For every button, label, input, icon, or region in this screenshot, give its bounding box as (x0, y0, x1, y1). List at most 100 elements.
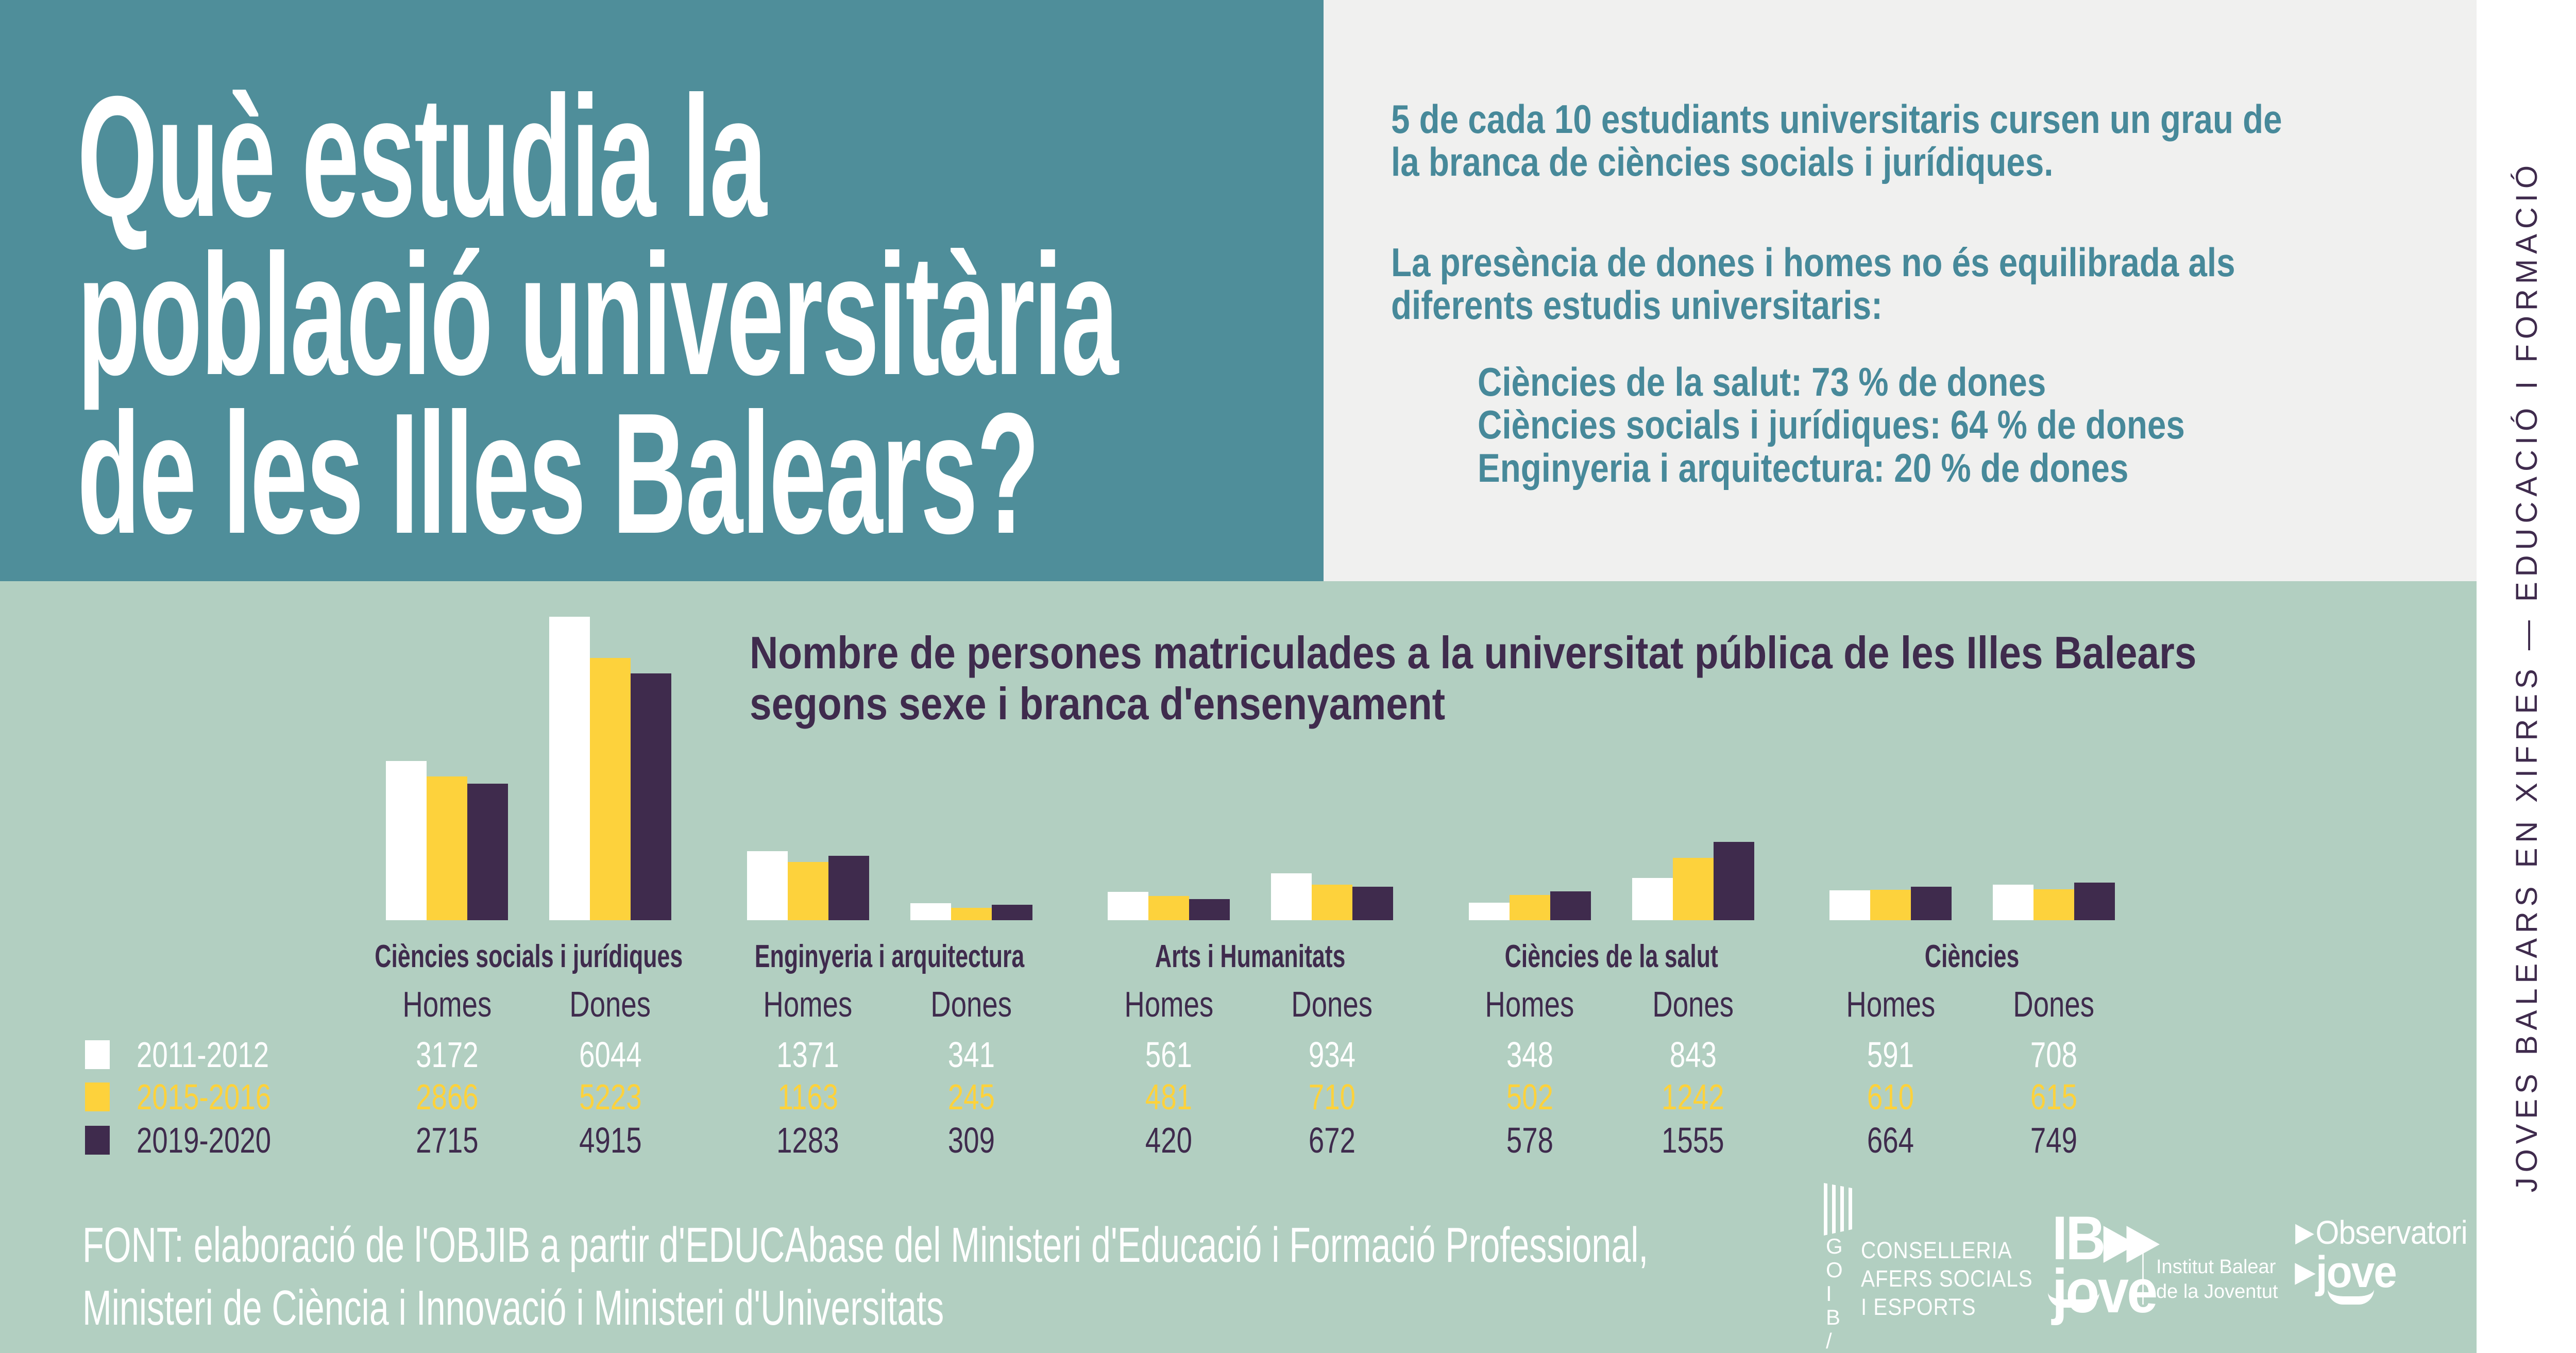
chart-title-line2: segons sexe i branca d'ensenyament (750, 678, 1446, 729)
ibjove-desc-line1: Institut Balear (2156, 1256, 2276, 1278)
value-cell: 1283 (747, 1120, 869, 1161)
goib-wordmark: G O I B / (1826, 1236, 1843, 1352)
value-cell: 309 (910, 1120, 1032, 1161)
value-group: 2866 5223 (386, 1076, 671, 1118)
goib-dept-line3: I ESPORTS (1861, 1293, 1976, 1320)
bar-group-4 (1468, 842, 1754, 920)
table-header-row: Homes Dones Homes Dones Homes Dones Homes Dones… (386, 984, 2115, 1025)
value-group: 1283 309 (747, 1120, 1032, 1161)
header-label-homes: Homes (1124, 984, 1213, 1024)
value-cell: 610 (1829, 1076, 1952, 1118)
category-label-cell: Ciències (1829, 936, 2115, 977)
value-group: 502 1242 (1469, 1076, 1754, 1118)
goib-flag-icon (1824, 1183, 1853, 1236)
stat-ciencies-socials: Ciències socials i jurídiques: 64 % de d… (1478, 402, 2185, 448)
value-2019-2020-dones: 749 (2030, 1120, 2078, 1160)
page-title-line1: Què estudia la (77, 60, 767, 252)
category-label: Ciències (1925, 938, 2020, 974)
header-cell: Dones (549, 984, 671, 1025)
side-strip: JOVES BALEARS EN XIFRES — EDUCACIÓ I FOR… (2477, 0, 2576, 1353)
ibjove-arrows-icon: ▶▶ (2104, 1215, 2159, 1266)
bar-2015-2016 (2033, 889, 2074, 920)
legend-item-2011-2012: 2011-2012 (85, 1034, 307, 1075)
bar-2015-2016 (951, 908, 992, 920)
bar-2019-2020 (1189, 899, 1230, 920)
bar-subgroup-homes (1108, 892, 1230, 920)
value-cell: 591 (1829, 1034, 1952, 1075)
value-2019-2020-homes: 420 (1145, 1120, 1193, 1160)
stat-enginyeria: Enginyeria i arquitectura: 20 % de dones (1478, 445, 2129, 491)
value-group: 1371 341 (747, 1034, 1032, 1075)
legend-year-label: 2015-2016 (137, 1077, 272, 1117)
value-2015-2016-dones: 1242 (1662, 1077, 1724, 1117)
bar-2015-2016 (1870, 890, 1911, 920)
bar-2019-2020 (1713, 842, 1754, 920)
bar-subgroup-dones (1271, 873, 1393, 920)
goib-department-text: CONSELLERIA AFERS SOCIALS I ESPORTS (1861, 1237, 2033, 1322)
goib-dept-line1: CONSELLERIA (1861, 1237, 2012, 1263)
header-cell: Homes (386, 984, 508, 1025)
bar-2015-2016 (1672, 858, 1714, 920)
value-cell: 245 (910, 1076, 1032, 1118)
header-label-dones: Dones (1291, 984, 1373, 1024)
ibjove-institute-text: Institut Balear de la Joventut (2156, 1255, 2278, 1304)
header-label-dones: Dones (2013, 984, 2095, 1024)
bar-2019-2020 (828, 856, 869, 920)
legend-item-2015-2016: 2015-2016 (85, 1076, 309, 1118)
value-2011-2012-dones: 843 (1669, 1035, 1717, 1075)
value-group: 591 708 (1829, 1034, 2115, 1075)
header-label-homes: Homes (1485, 984, 1574, 1024)
legend-swatch-2011-2012 (85, 1040, 110, 1069)
source-line2: Ministeri de Ciència i Innovació i Minis… (82, 1280, 944, 1335)
bar-subgroup-dones (1632, 842, 1754, 920)
value-cell: 341 (910, 1034, 1032, 1075)
value-2019-2020-dones: 1555 (1662, 1120, 1724, 1160)
value-cell: 2866 (386, 1076, 508, 1118)
category-label-row: Ciències socials i jurídiques Enginyeria … (375, 936, 2115, 977)
goib-letter: O (1826, 1258, 1843, 1282)
goib-letter: B (1826, 1305, 1841, 1329)
bar-2011-2012 (1829, 890, 1870, 920)
ibjove-separator (2142, 1253, 2144, 1305)
value-cell: 481 (1108, 1076, 1230, 1118)
value-cell: 2715 (386, 1120, 508, 1161)
value-2015-2016-homes: 502 (1506, 1077, 1553, 1117)
table-row-2015-2016: 2866 5223 1163 245 481 710 502 1242 610 615 (386, 1076, 2115, 1118)
value-cell: 561 (1108, 1034, 1230, 1075)
bar-2011-2012 (1468, 903, 1510, 920)
bar-2011-2012 (910, 903, 951, 920)
source-line1: FONT: elaboració de l'OBJIB a partir d'E… (82, 1217, 1649, 1273)
bar-subgroup-dones (910, 903, 1032, 920)
header-cell: Homes (747, 984, 869, 1025)
chart-title: Nombre de persones matriculades a la uni… (750, 627, 2196, 729)
value-2011-2012-homes: 1371 (776, 1035, 839, 1075)
header-cell: Homes (1469, 984, 1591, 1025)
bar-2019-2020 (2074, 883, 2115, 920)
header-cell: Homes (1108, 984, 1230, 1025)
category-label-cell: Enginyeria i arquitectura (747, 936, 1032, 977)
value-cell: 672 (1271, 1120, 1393, 1161)
legend-item-2019-2020: 2019-2020 (85, 1120, 309, 1161)
ibjove-smile-icon (2048, 1286, 2099, 1308)
value-2019-2020-dones: 4915 (579, 1120, 642, 1160)
intro-p2-line1: La presència de dones i homes no és equi… (1391, 240, 2235, 285)
goib-letter: I (1826, 1281, 1832, 1306)
legend-year-label: 2011-2012 (137, 1035, 269, 1075)
value-2011-2012-dones: 6044 (579, 1035, 642, 1075)
value-2015-2016-dones: 615 (2030, 1077, 2078, 1117)
bar-2011-2012 (386, 761, 427, 920)
ibjove-jove-text: jove (2052, 1257, 2158, 1326)
value-2015-2016-homes: 2866 (415, 1077, 479, 1117)
header-cell: Homes (1829, 984, 1952, 1025)
ibjove-logo: IB▶▶ jove (2052, 1207, 2167, 1326)
intro-paragraph-1: 5 de cada 10 estudiants universitaris cu… (1391, 97, 2282, 184)
bar-group-1 (386, 617, 671, 920)
bar-subgroup-homes (747, 851, 869, 920)
header-label-homes: Homes (402, 984, 492, 1024)
bar-subgroup-homes (386, 761, 508, 920)
bar-subgroup-dones (549, 617, 671, 920)
page-title-line3: de les Illes Balears? (77, 377, 1040, 569)
header-label-dones: Dones (569, 984, 651, 1024)
bar-2015-2016 (1509, 895, 1550, 920)
